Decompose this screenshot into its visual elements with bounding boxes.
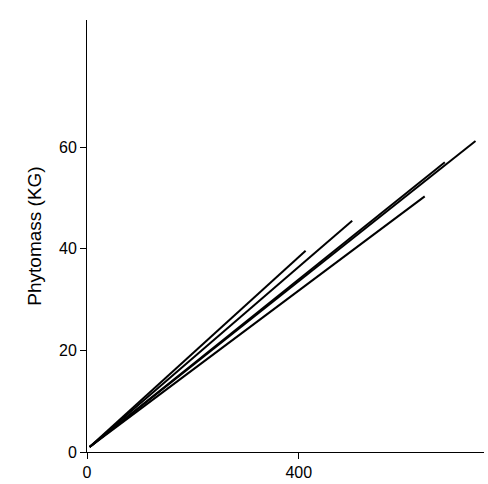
svg-text:Phytomass (KG): Phytomass (KG)	[24, 166, 45, 305]
svg-text:400: 400	[285, 464, 312, 481]
svg-text:60: 60	[59, 139, 77, 156]
svg-text:20: 20	[59, 342, 77, 359]
svg-text:0: 0	[68, 444, 77, 461]
svg-text:40: 40	[59, 240, 77, 257]
svg-text:0: 0	[83, 464, 92, 481]
